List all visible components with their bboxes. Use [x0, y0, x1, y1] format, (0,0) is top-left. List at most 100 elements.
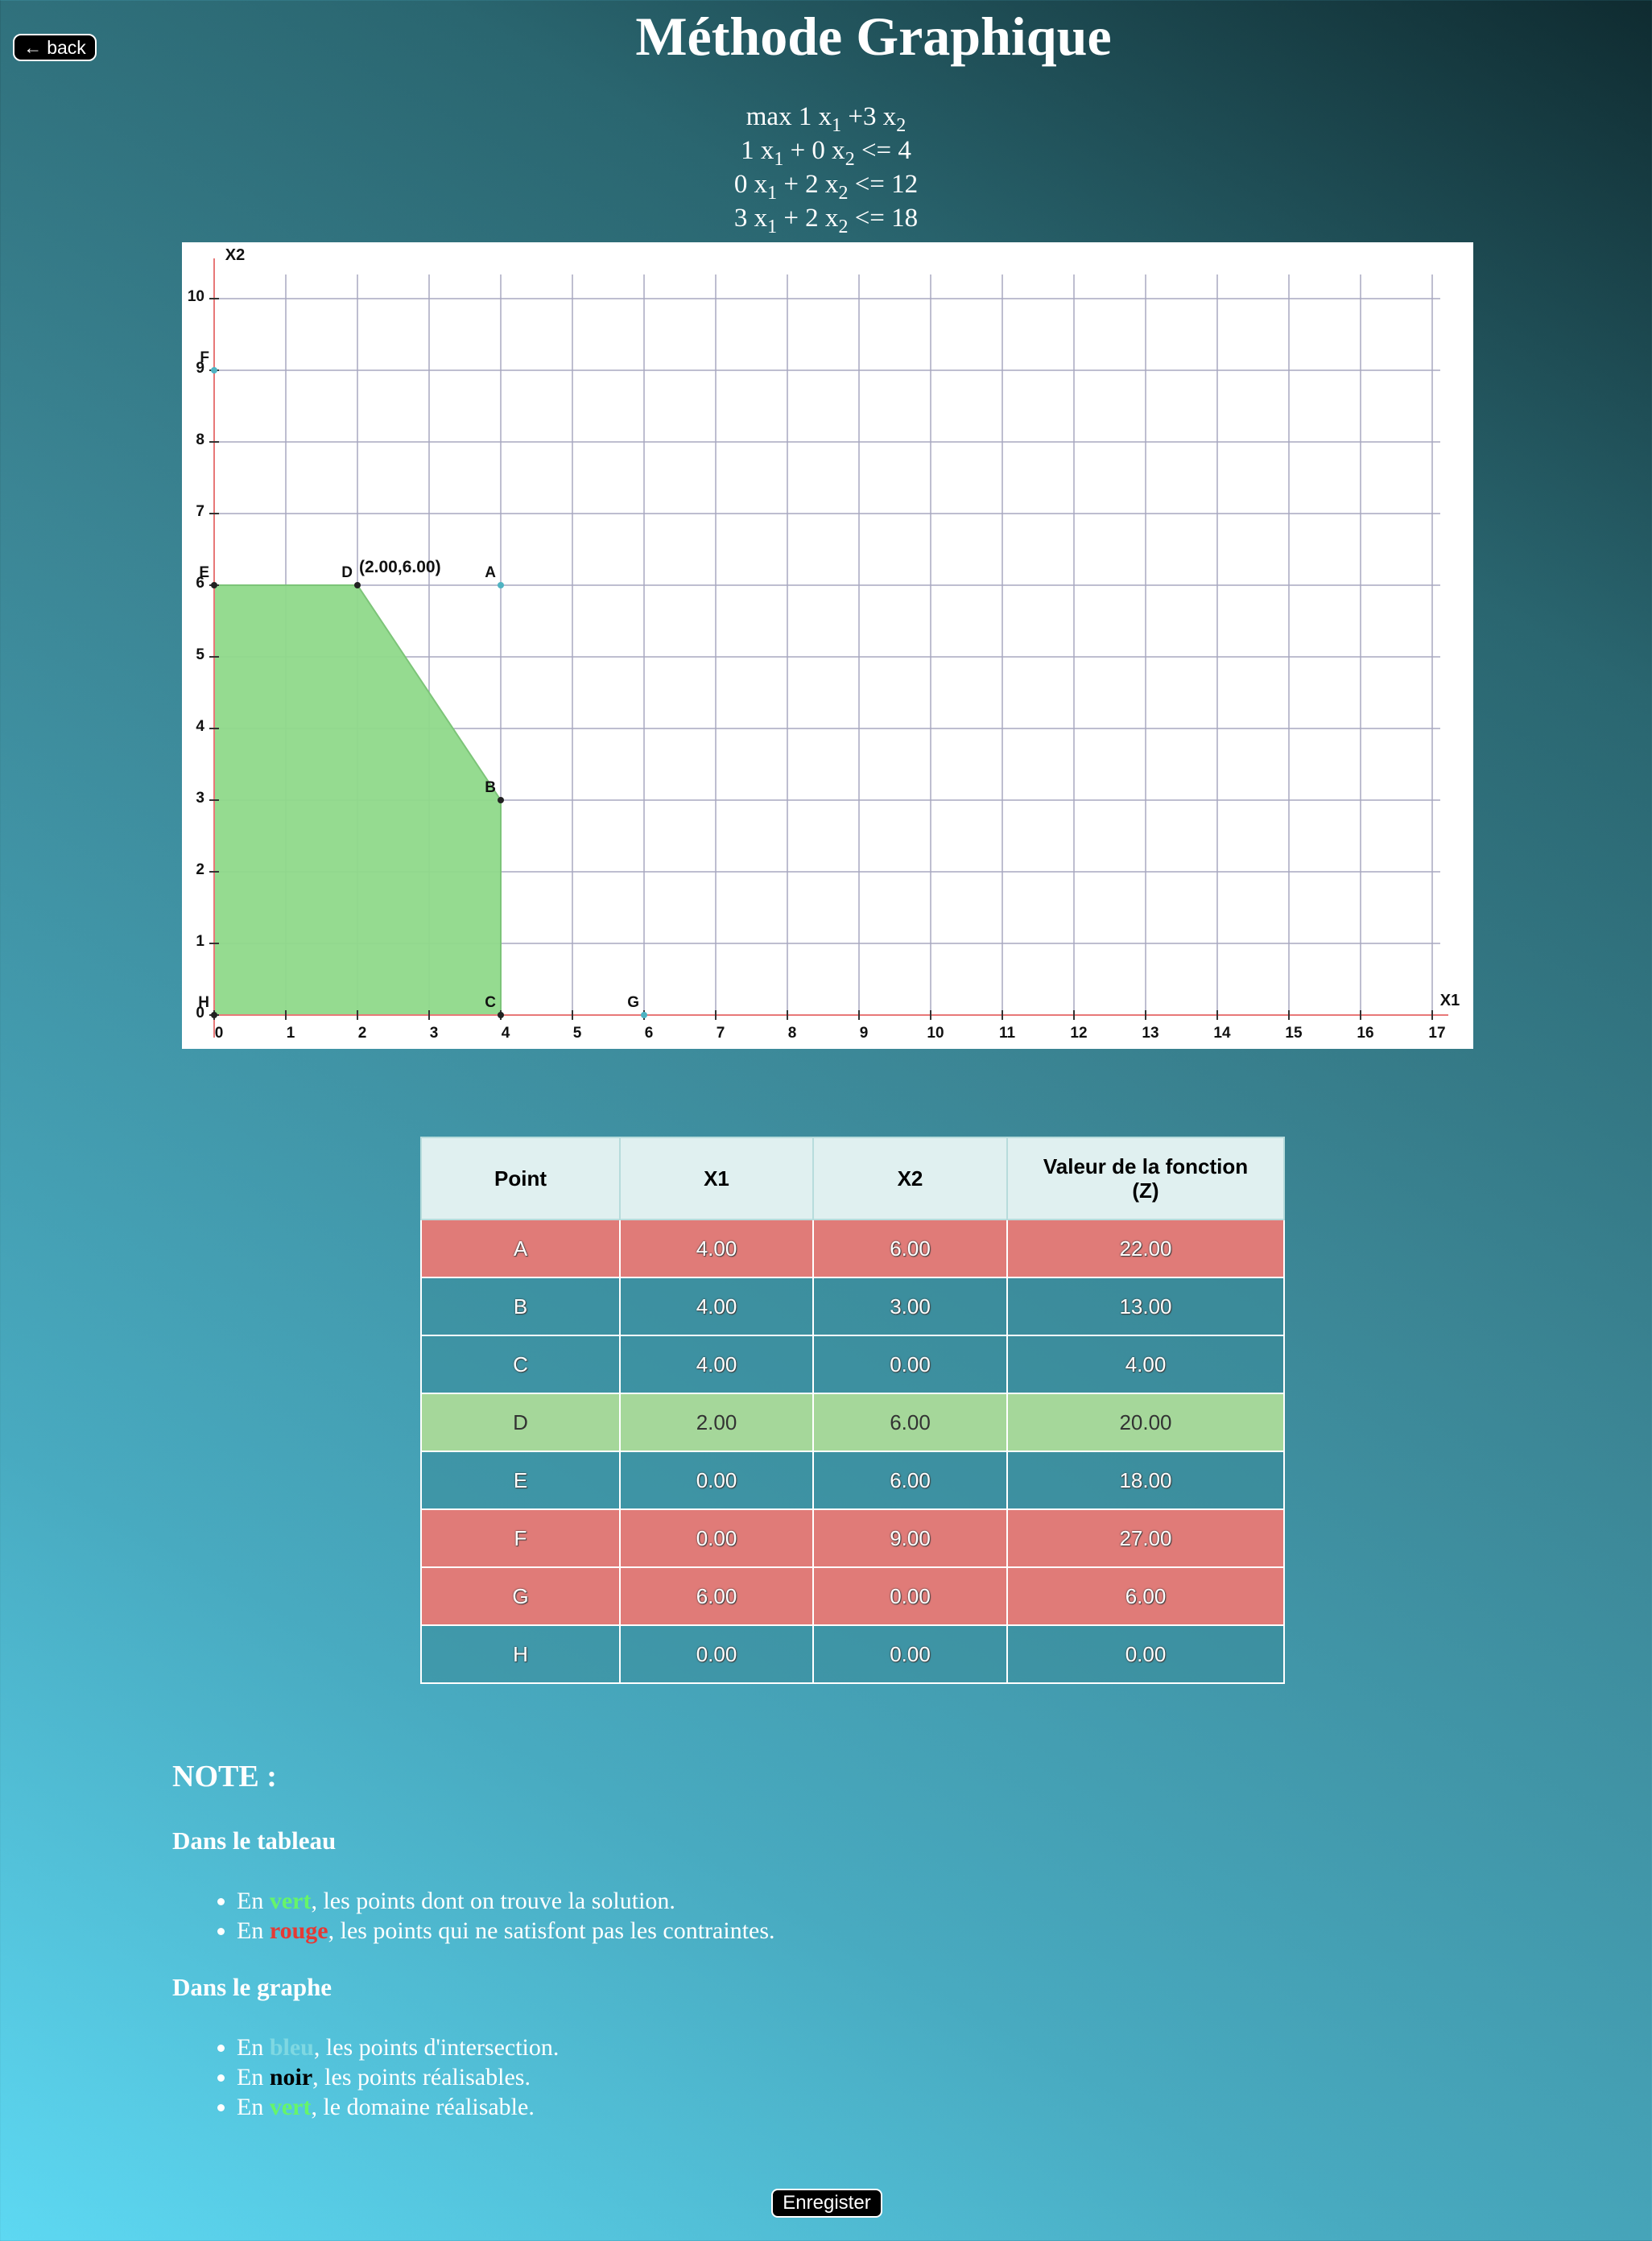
y-tick-label: 0	[196, 1005, 204, 1021]
cell-point: H	[420, 1624, 621, 1684]
optimum-annotation: (2.00,6.00)	[359, 558, 441, 576]
legend-item-blue-intersection: En bleu, les points d'intersection.	[237, 2033, 775, 2062]
constraint-3: 3 x1 + 2 x2 <= 18	[733, 204, 919, 237]
table-header-row: Point X1 X2 Valeur de la fonction (Z)	[420, 1137, 1285, 1220]
x-tick-label: 8	[788, 1025, 797, 1042]
x-tick-label: 3	[430, 1025, 439, 1042]
back-button[interactable]: ← back	[13, 34, 97, 61]
y-tick-label: 5	[196, 646, 204, 663]
problem-equations: max 1 x1 +3 x2 1 x1 + 0 x2 <= 4 0 x1 + 2…	[0, 100, 1652, 237]
table-row: F 0.00 9.00 27.00	[420, 1508, 1285, 1568]
y-tick-label: 4	[196, 718, 204, 735]
cell-x1: 6.00	[619, 1566, 814, 1626]
table-row: D 2.00 6.00 20.00	[420, 1393, 1285, 1452]
legend-item-black-feasible: En noir, les points réalisables.	[237, 2062, 775, 2092]
point-label: F	[200, 349, 209, 366]
y-tick-label: 8	[196, 431, 204, 448]
objective-function: max 1 x1 +3 x2	[745, 102, 907, 136]
point-label: D	[341, 564, 353, 581]
x-tick-label: 4	[502, 1025, 510, 1042]
x-tick-label: 14	[1213, 1025, 1231, 1042]
point-label: E	[199, 564, 209, 581]
header-x1: X1	[619, 1137, 814, 1220]
cell-point: F	[420, 1508, 621, 1568]
cell-z: 18.00	[1006, 1451, 1285, 1510]
feasible-region-chart: 0 1 2 3 4 5 6 7 8 9 10 11 12 13 14 15 16 17012345678910X1…	[188, 246, 1460, 1042]
cell-z: 6.00	[1006, 1566, 1285, 1626]
y-tick-label: 2	[196, 861, 204, 878]
constraint-2: 0 x1 + 2 x2 <= 12	[733, 170, 919, 204]
header-x2: X2	[812, 1137, 1008, 1220]
cell-x1: 0.00	[619, 1508, 814, 1568]
x-tick-label: 7	[717, 1025, 725, 1042]
header-z: Valeur de la fonction (Z)	[1006, 1137, 1285, 1220]
point-label: H	[198, 994, 209, 1011]
cell-x2: 3.00	[812, 1277, 1008, 1336]
cell-point: D	[420, 1393, 621, 1452]
point-label: A	[485, 564, 496, 581]
cell-x2: 9.00	[812, 1508, 1008, 1568]
table-row: H 0.00 0.00 0.00	[420, 1624, 1285, 1684]
constraint-1: 1 x1 + 0 x2 <= 4	[741, 136, 911, 170]
y-tick-label: 6	[196, 575, 204, 592]
table-row: B 4.00 3.00 13.00	[420, 1277, 1285, 1336]
x-tick-label: 17	[1428, 1025, 1445, 1042]
cell-point: C	[420, 1335, 621, 1394]
cell-point: A	[420, 1219, 621, 1278]
y-tick-label: 9	[196, 360, 204, 377]
y-tick-label: 3	[196, 790, 204, 807]
point-label: C	[485, 994, 496, 1011]
point-marker	[211, 367, 217, 374]
cell-z: 4.00	[1006, 1335, 1285, 1394]
y-tick-label: 1	[196, 933, 204, 950]
cell-z: 20.00	[1006, 1393, 1285, 1452]
x-axis-label: X1	[1440, 992, 1460, 1009]
x-tick-label: 5	[573, 1025, 582, 1042]
point-marker	[211, 582, 217, 588]
x-tick-label: 1	[287, 1025, 295, 1042]
cell-point: B	[420, 1277, 621, 1336]
cell-x1: 4.00	[619, 1335, 814, 1394]
note-title: NOTE :	[172, 1760, 277, 1793]
header-point: Point	[420, 1137, 621, 1220]
cell-x2: 0.00	[812, 1335, 1008, 1394]
x-tick-label: 9	[860, 1025, 869, 1042]
cell-x1: 2.00	[619, 1393, 814, 1452]
cell-x1: 0.00	[619, 1624, 814, 1684]
point-marker	[498, 797, 504, 803]
point-marker	[354, 582, 361, 588]
cell-z: 27.00	[1006, 1508, 1285, 1568]
table-row: G 6.00 0.00 6.00	[420, 1566, 1285, 1626]
y-tick-label: 7	[196, 503, 204, 520]
x-tick-label: 6	[645, 1025, 654, 1042]
cell-x2: 0.00	[812, 1624, 1008, 1684]
x-tick-label: 11	[999, 1025, 1016, 1042]
graph-legend-list: En bleu, les points d'intersection. En n…	[172, 2033, 775, 2122]
feasible-region	[213, 584, 502, 1016]
point-marker	[498, 582, 504, 588]
table-row: E 0.00 6.00 18.00	[420, 1451, 1285, 1510]
x-tick-label: 10	[927, 1025, 944, 1042]
graph-panel: 0 1 2 3 4 5 6 7 8 9 10 11 12 13 14 15 16 17 0 1 2 3 4 5 6 7 8 9 10 X1…	[182, 242, 1473, 1049]
point-label: G	[627, 994, 639, 1011]
x-tick-label: 16	[1357, 1025, 1373, 1042]
table-legend-heading: Dans le tableau	[172, 1826, 337, 1855]
cell-x1: 0.00	[619, 1451, 814, 1510]
legend-item-green-solution: En vert, les points dont on trouve la so…	[237, 1886, 775, 1916]
x-tick-label: 0	[215, 1025, 224, 1042]
legend-item-green-domain: En vert, le domaine réalisable.	[237, 2092, 775, 2122]
y-tick-label: 10	[188, 288, 204, 305]
x-tick-label: 12	[1070, 1025, 1087, 1042]
cell-z: 0.00	[1006, 1624, 1285, 1684]
x-tick-label: 13	[1142, 1025, 1158, 1042]
y-axis-label: X2	[225, 246, 245, 264]
point-label: B	[485, 779, 496, 796]
save-button[interactable]: Enregister	[771, 2189, 882, 2218]
point-marker	[641, 1012, 647, 1018]
point-marker	[211, 1012, 217, 1018]
cell-x1: 4.00	[619, 1219, 814, 1278]
x-tick-label: 2	[358, 1025, 367, 1042]
table-row: C 4.00 0.00 4.00	[420, 1335, 1285, 1394]
